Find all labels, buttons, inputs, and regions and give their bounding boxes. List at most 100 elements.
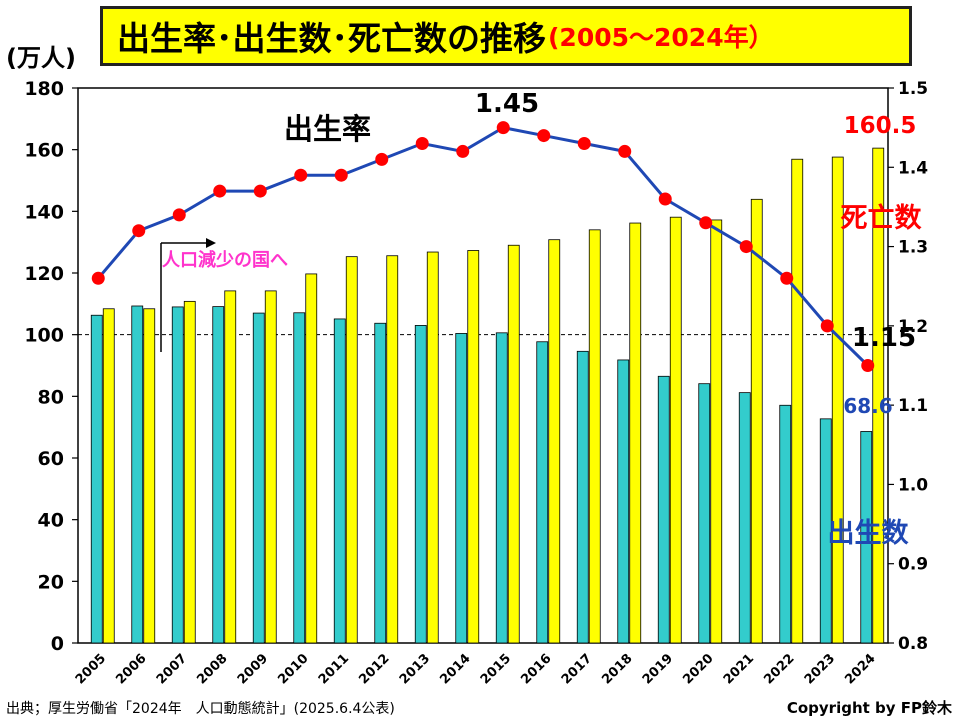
birth-rate-point xyxy=(91,271,105,285)
x-axis-tick-label: 2024 xyxy=(842,651,878,687)
x-axis-tick-label: 2016 xyxy=(518,651,554,687)
right-axis-tick-label: 1.5 xyxy=(898,79,928,99)
births-bar xyxy=(252,312,265,644)
deaths-bar xyxy=(426,251,439,644)
birth-rate-point xyxy=(618,144,632,158)
births-bar xyxy=(293,312,306,644)
deaths-bar xyxy=(629,222,642,644)
title-banner: 出生率･出生数･死亡数の推移 (2005～2024年） xyxy=(100,6,912,66)
x-axis-tick-label: 2011 xyxy=(316,651,352,687)
births-last-label: 68.6 xyxy=(843,394,892,418)
x-axis-tick-label: 2013 xyxy=(397,651,433,687)
birth-rate-point xyxy=(172,208,186,222)
x-axis-tick-label: 2007 xyxy=(154,651,190,687)
birth-rate-point xyxy=(861,359,875,372)
x-axis-tick-label: 2014 xyxy=(437,651,473,687)
chart-title: 出生率･出生数･死亡数の推移 xyxy=(117,19,546,58)
left-axis-tick-label: 80 xyxy=(38,386,64,408)
deaths-bar xyxy=(305,273,318,644)
birth-rate-point xyxy=(537,129,551,143)
births-bar xyxy=(819,418,832,644)
arrow-annotation-text: 人口減少の国へ xyxy=(162,249,288,271)
x-axis-tick-label: 2012 xyxy=(356,651,392,687)
left-axis-tick-label: 180 xyxy=(24,78,64,100)
deaths-last-label: 160.5 xyxy=(844,113,917,139)
births-bar xyxy=(779,404,792,644)
right-axis-tick-label: 1.2 xyxy=(898,317,928,337)
deaths-bar xyxy=(224,290,237,644)
birth-rate-point xyxy=(334,168,348,182)
x-axis-tick-label: 2017 xyxy=(559,651,595,687)
source-note: 出典；厚生労働省「2024年 人口動態統計」(2025.6.4公表) xyxy=(6,701,395,717)
right-axis-tick-label: 1.0 xyxy=(898,475,928,495)
births-bar xyxy=(617,359,630,644)
left-axis-tick-label: 40 xyxy=(38,510,64,532)
x-axis-tick-label: 2020 xyxy=(680,651,716,687)
right-axis-tick-label: 1.4 xyxy=(898,158,928,178)
births-series-label: 出生数 xyxy=(828,518,910,549)
births-bar xyxy=(860,431,873,644)
x-axis-tick-label: 2010 xyxy=(275,651,311,687)
birth-rate-point xyxy=(415,137,429,150)
deaths-bar xyxy=(143,308,156,644)
birth-rate-point xyxy=(294,168,308,182)
deaths-bar xyxy=(588,229,601,644)
birth-rate-point xyxy=(132,224,146,238)
left-axis-tick-label: 60 xyxy=(38,448,64,470)
births-bar xyxy=(171,306,184,644)
deaths-bar xyxy=(669,216,682,644)
birth-rate-point xyxy=(658,192,672,206)
births-bar xyxy=(212,306,225,644)
deaths-bar xyxy=(791,158,804,644)
chart-subtitle: (2005～2024年） xyxy=(548,23,774,52)
deaths-bar xyxy=(467,250,480,644)
x-axis-tick-label: 2008 xyxy=(194,651,230,687)
births-bar xyxy=(657,375,670,644)
x-axis-tick-label: 2021 xyxy=(721,651,757,687)
births-bar xyxy=(698,383,711,644)
birth-rate-last-label: 1.15 xyxy=(852,323,916,353)
births-bar xyxy=(495,332,508,644)
right-axis-tick-label: 1.1 xyxy=(898,396,928,416)
x-axis-tick-label: 2015 xyxy=(478,651,514,687)
deaths-bar xyxy=(872,147,885,644)
left-axis-unit: (万人) xyxy=(6,44,76,72)
copyright-note: Copyright by FP鈴木 xyxy=(786,699,952,717)
deaths-bar xyxy=(183,300,196,644)
left-axis-tick-label: 0 xyxy=(51,633,64,655)
births-bar xyxy=(374,322,387,644)
left-axis-tick-label: 100 xyxy=(24,325,64,347)
birth-rate-point xyxy=(456,144,470,158)
deaths-bar xyxy=(102,308,115,644)
birth-rate-max-label: 1.45 xyxy=(475,89,539,119)
deaths-bar xyxy=(386,255,399,644)
right-axis-tick-label: 0.9 xyxy=(898,555,928,575)
right-axis-tick-label: 1.3 xyxy=(898,238,928,258)
deaths-bar xyxy=(507,244,520,644)
left-axis-tick-label: 20 xyxy=(38,571,64,593)
births-bar xyxy=(455,333,468,644)
birth-rate-point xyxy=(496,121,510,135)
x-axis-tick-label: 2009 xyxy=(235,651,271,687)
birth-rate-line xyxy=(97,126,869,367)
deaths-bar xyxy=(548,239,561,644)
births-bar xyxy=(738,392,751,644)
deaths-bar xyxy=(264,290,277,644)
arrow-head xyxy=(206,238,216,248)
x-axis-tick-label: 2005 xyxy=(73,651,109,687)
birth-rate-point xyxy=(253,184,267,198)
deaths-series-label: 死亡数 xyxy=(841,203,923,234)
plot-area xyxy=(77,87,889,644)
deaths-bar xyxy=(750,198,763,644)
deaths-bar xyxy=(831,156,844,644)
left-axis-tick-label: 140 xyxy=(24,201,64,223)
x-axis-tick-label: 2006 xyxy=(113,651,149,687)
birth-rate-point xyxy=(699,216,713,230)
births-bar xyxy=(576,350,589,644)
left-axis-tick-label: 160 xyxy=(24,140,64,162)
x-axis-tick-label: 2019 xyxy=(640,651,676,687)
birth-rate-point xyxy=(213,184,227,198)
birth-rate-point xyxy=(739,240,753,254)
